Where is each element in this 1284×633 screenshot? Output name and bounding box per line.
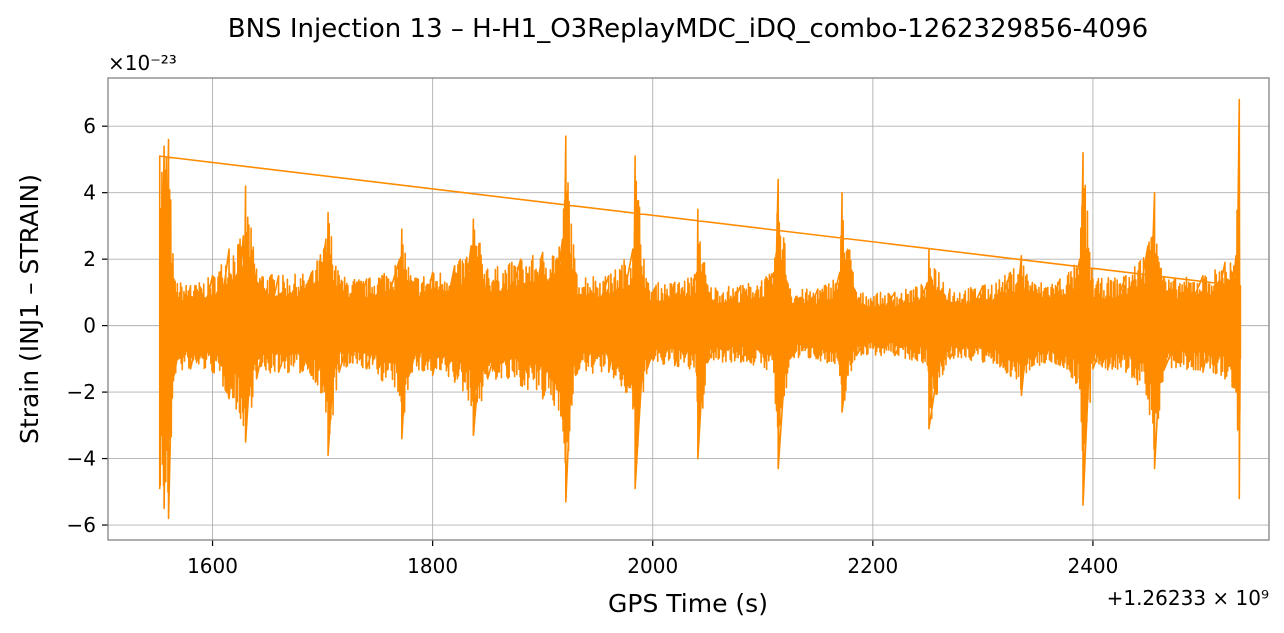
y-tick-label: 2 <box>83 247 96 271</box>
x-offset-label: +1.26233 × 10⁹ <box>1107 586 1269 610</box>
x-tick-label: 2400 <box>1067 554 1118 578</box>
x-tick-label: 2000 <box>627 554 678 578</box>
y-tick-label: 0 <box>83 314 96 338</box>
y-tick-label: −2 <box>67 380 96 404</box>
plot-area <box>158 98 1242 520</box>
x-tick-label: 1800 <box>407 554 458 578</box>
y-axis-label: Strain (INJ1 – STRAIN) <box>15 174 44 444</box>
y-scale-label: ×10⁻²³ <box>108 51 177 75</box>
x-axis-label: GPS Time (s) <box>608 589 768 618</box>
y-tick-label: 6 <box>83 114 96 138</box>
axes-frame <box>107 77 1270 541</box>
chart-title: BNS Injection 13 – H-H1_O3ReplayMDC_iDQ_… <box>228 14 1148 44</box>
ticks: 1600 1800 2000 2200 2400 −6 −4 −2 0 2 4 6 <box>67 114 1119 578</box>
y-tick-label: −6 <box>67 513 96 537</box>
y-tick-label: 4 <box>83 181 96 205</box>
x-tick-label: 2200 <box>847 554 898 578</box>
strain-series-band <box>159 223 1241 432</box>
x-tick-label: 1600 <box>187 554 238 578</box>
y-tick-label: −4 <box>67 447 96 471</box>
